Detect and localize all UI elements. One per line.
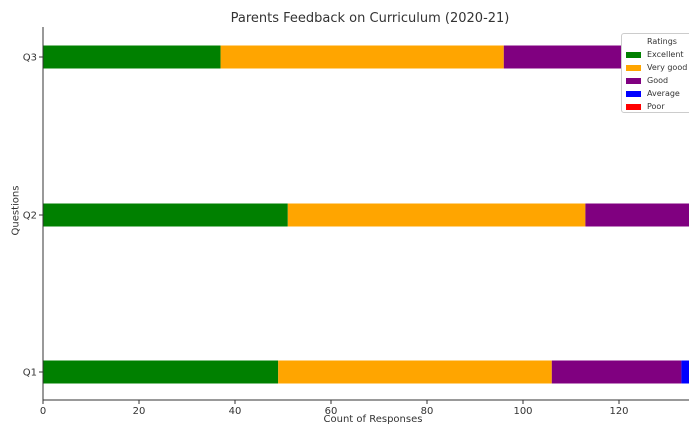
x-tick-label: 120 xyxy=(609,406,628,417)
legend-swatch-very-good xyxy=(626,64,641,71)
x-tick-label: 80 xyxy=(421,406,434,417)
bar-q1-good xyxy=(551,360,682,384)
legend-swatch-average xyxy=(626,90,641,97)
legend-item-good: Good xyxy=(622,74,689,87)
bar-q3-excellent xyxy=(43,45,221,69)
legend-item-excellent: Excellent xyxy=(622,48,689,61)
legend-title: Ratings xyxy=(647,37,677,46)
x-tick-label: 60 xyxy=(325,406,338,417)
x-tick-label: 40 xyxy=(229,406,242,417)
x-tick-label: 20 xyxy=(133,406,146,417)
bar-q2-good xyxy=(585,203,689,227)
bar-q1-average xyxy=(681,360,689,384)
bars-group xyxy=(43,45,689,384)
x-tick-label: 0 xyxy=(40,406,46,417)
chart-title: Parents Feedback on Curriculum (2020-21) xyxy=(230,11,510,26)
legend-item-poor: Poor xyxy=(622,100,689,113)
x-axis-label: Count of Responses xyxy=(323,414,423,425)
legend-label-very-good: Very good xyxy=(647,63,688,72)
legend-item-very-good: Very good xyxy=(622,61,689,74)
bar-q2-excellent xyxy=(43,203,288,227)
legend-swatch-poor xyxy=(626,103,641,110)
bar-q1-very-good xyxy=(278,360,552,384)
y-tick-label: Q2 xyxy=(23,211,37,222)
legend-label-excellent: Excellent xyxy=(647,50,684,59)
legend: Ratings Excellent Very good Good Average… xyxy=(621,33,689,113)
axes-group: 0 20 40 60 80 100 120 Q1 Q2 Q3 xyxy=(23,27,689,417)
y-axis-label: Questions xyxy=(10,185,22,236)
bar-q1-excellent xyxy=(43,360,279,384)
legend-label-good: Good xyxy=(647,76,669,85)
y-tick-label: Q1 xyxy=(23,368,37,379)
legend-label-poor: Poor xyxy=(647,102,665,111)
bar-q2-very-good xyxy=(287,203,586,227)
legend-swatch-excellent xyxy=(626,51,641,58)
y-tick-label: Q3 xyxy=(23,53,37,64)
legend-swatch-good xyxy=(626,77,641,84)
x-tick-label: 100 xyxy=(513,406,532,417)
bar-q3-very-good xyxy=(220,45,504,69)
legend-label-average: Average xyxy=(647,89,680,98)
legend-item-average: Average xyxy=(622,87,689,100)
